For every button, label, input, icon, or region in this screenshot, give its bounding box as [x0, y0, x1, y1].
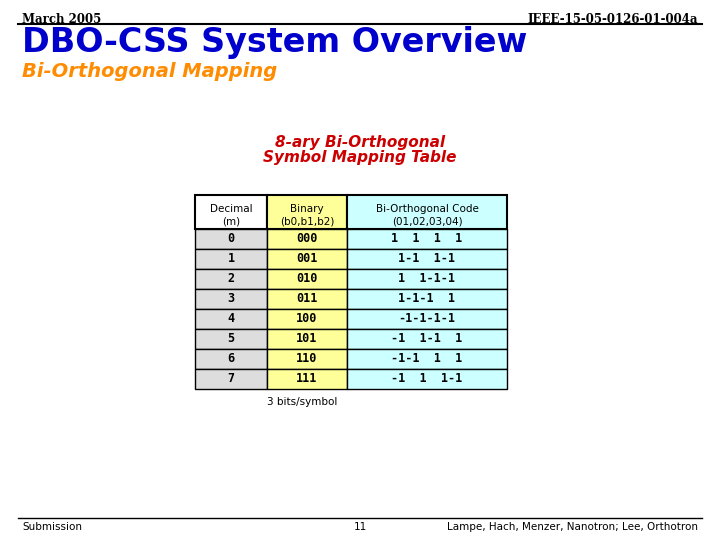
Bar	[347, 249, 507, 269]
Text: -1-1  1  1: -1-1 1 1	[392, 353, 463, 366]
Bar	[347, 289, 507, 309]
Text: Decimal: Decimal	[210, 204, 252, 214]
Text: (m): (m)	[222, 216, 240, 226]
Bar	[267, 289, 347, 309]
Text: 101: 101	[297, 333, 318, 346]
Text: 2: 2	[228, 273, 235, 286]
Text: 3 bits/symbol: 3 bits/symbol	[267, 397, 338, 407]
Bar	[195, 349, 267, 369]
Bar	[195, 329, 267, 349]
Text: 1: 1	[228, 253, 235, 266]
Bar	[267, 249, 347, 269]
Bar	[267, 269, 347, 289]
Text: -1  1  1-1: -1 1 1-1	[392, 373, 463, 386]
Text: Submission: Submission	[22, 522, 82, 532]
Text: Bi-Orthogonal Code: Bi-Orthogonal Code	[376, 204, 478, 214]
Text: 000: 000	[297, 233, 318, 246]
Text: 1  1  1  1: 1 1 1 1	[392, 233, 463, 246]
Bar	[347, 309, 507, 329]
Text: 1-1-1  1: 1-1-1 1	[398, 293, 456, 306]
Text: 011: 011	[297, 293, 318, 306]
Text: 010: 010	[297, 273, 318, 286]
Text: Symbol Mapping Table: Symbol Mapping Table	[264, 150, 456, 165]
Bar	[267, 349, 347, 369]
Text: -1  1-1  1: -1 1-1 1	[392, 333, 463, 346]
Bar	[267, 309, 347, 329]
Bar	[195, 249, 267, 269]
Text: Lampe, Hach, Menzer, Nanotron; Lee, Orthotron: Lampe, Hach, Menzer, Nanotron; Lee, Orth…	[447, 522, 698, 532]
Bar	[267, 229, 347, 249]
Text: DBO-CSS System Overview: DBO-CSS System Overview	[22, 26, 527, 59]
Text: 11: 11	[354, 522, 366, 532]
Text: 100: 100	[297, 313, 318, 326]
Text: 4: 4	[228, 313, 235, 326]
Bar	[347, 329, 507, 349]
Text: 7: 7	[228, 373, 235, 386]
Bar	[195, 229, 267, 249]
Text: 0: 0	[228, 233, 235, 246]
Text: 8-ary Bi-Orthogonal: 8-ary Bi-Orthogonal	[275, 135, 445, 150]
Bar	[267, 195, 347, 229]
Text: 3: 3	[228, 293, 235, 306]
Text: 5: 5	[228, 333, 235, 346]
Bar	[347, 269, 507, 289]
Text: Bi-Orthogonal Mapping: Bi-Orthogonal Mapping	[22, 62, 277, 81]
Text: (01,02,03,04): (01,02,03,04)	[392, 216, 462, 226]
Text: 001: 001	[297, 253, 318, 266]
Bar	[347, 195, 507, 229]
Text: 111: 111	[297, 373, 318, 386]
Bar	[195, 369, 267, 389]
Text: (b0,b1,b2): (b0,b1,b2)	[280, 216, 334, 226]
Bar	[195, 309, 267, 329]
Text: 6: 6	[228, 353, 235, 366]
Bar	[195, 269, 267, 289]
Text: 1  1-1-1: 1 1-1-1	[398, 273, 456, 286]
Text: 110: 110	[297, 353, 318, 366]
Bar	[347, 369, 507, 389]
Bar	[195, 195, 267, 229]
Bar	[267, 329, 347, 349]
Bar	[267, 369, 347, 389]
Text: -1-1-1-1: -1-1-1-1	[398, 313, 456, 326]
Bar	[347, 349, 507, 369]
Text: March 2005: March 2005	[22, 13, 102, 26]
Text: 1-1  1-1: 1-1 1-1	[398, 253, 456, 266]
Text: IEEE-15-05-0126-01-004a: IEEE-15-05-0126-01-004a	[528, 13, 698, 26]
Bar	[195, 289, 267, 309]
Text: Binary: Binary	[290, 204, 324, 214]
Bar	[347, 229, 507, 249]
